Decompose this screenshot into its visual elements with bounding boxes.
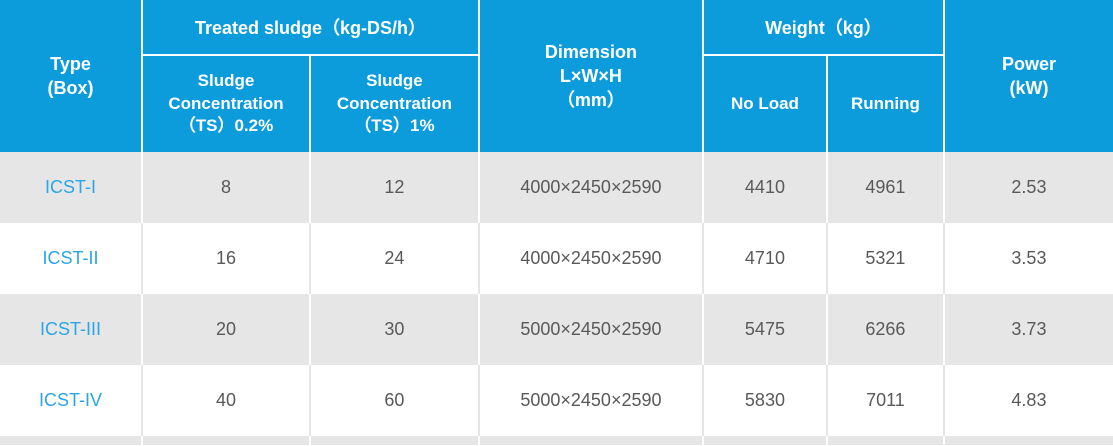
header-power-line2: (kW) <box>1009 78 1049 98</box>
cell-ts02: 20 <box>142 294 311 365</box>
header-sludge-concentration-02: Sludge Concentration （TS）0.2% <box>142 55 311 152</box>
cell-ts02: 8 <box>142 152 311 223</box>
header-sludge02-line1: Sludge <box>197 70 255 90</box>
cutoff-cell <box>478 436 704 445</box>
cell-dimension: 4000×2450×2590 <box>478 152 704 223</box>
header-no-load: No Load <box>702 55 828 152</box>
cutoff-cell <box>943 436 1113 445</box>
cell-power: 3.53 <box>943 223 1113 294</box>
header-dimension-line2: L×W×H <box>559 65 622 86</box>
header-sludge-concentration-1: Sludge Concentration （TS）1% <box>309 55 480 152</box>
header-dimension: Dimension L×W×H （mm） <box>478 0 704 152</box>
cell-dimension: 4000×2450×2590 <box>478 223 704 294</box>
table-row-icst-3: ICST-III 20 30 5000×2450×2590 5475 6266 … <box>0 294 1113 365</box>
header-weight-group: Weight（kg） <box>702 0 945 56</box>
cell-dimension: 5000×2450×2590 <box>478 365 704 436</box>
cell-ts1: 12 <box>309 152 480 223</box>
cell-type: ICST-IV <box>0 365 144 436</box>
cell-type: ICST-I <box>0 152 144 223</box>
header-sludge1-line3: （TS）1% <box>354 116 435 136</box>
cell-dimension: 5000×2450×2590 <box>478 294 704 365</box>
cell-power: 3.73 <box>943 294 1113 365</box>
cell-ts1: 60 <box>309 365 480 436</box>
cell-no-load: 5475 <box>702 294 828 365</box>
cutoff-cell <box>309 436 480 445</box>
cell-type: ICST-II <box>0 223 144 294</box>
header-type-box: Type (Box) <box>0 0 144 152</box>
header-sludge1-line2: Concentration <box>336 93 453 113</box>
header-power: Power (kW) <box>943 0 1113 152</box>
cell-ts1: 30 <box>309 294 480 365</box>
cell-power: 2.53 <box>943 152 1113 223</box>
header-type-line: Type <box>50 53 91 74</box>
cutoff-row <box>0 436 1113 445</box>
header-running: Running <box>826 55 945 152</box>
header-dimension-line1: Dimension <box>544 41 637 62</box>
cell-running: 4961 <box>826 152 945 223</box>
cell-no-load: 4710 <box>702 223 828 294</box>
cell-ts02: 40 <box>142 365 311 436</box>
cell-type: ICST-III <box>0 294 144 365</box>
table-row-icst-2: ICST-II 16 24 4000×2450×2590 4710 5321 3… <box>0 223 1113 294</box>
cell-ts02: 16 <box>142 223 311 294</box>
cell-ts1: 24 <box>309 223 480 294</box>
header-sludge02-line3: （TS）0.2% <box>178 116 274 136</box>
cell-running: 5321 <box>826 223 945 294</box>
cutoff-cell <box>142 436 311 445</box>
cutoff-cell <box>0 436 144 445</box>
header-sludge02-line2: Concentration <box>168 93 284 113</box>
header-dimension-line3: （mm） <box>556 90 625 111</box>
cutoff-cell <box>702 436 828 445</box>
cell-running: 7011 <box>826 365 945 436</box>
cell-no-load: 5830 <box>702 365 828 436</box>
cell-running: 6266 <box>826 294 945 365</box>
table-row-icst-1: ICST-I 8 12 4000×2450×2590 4410 4961 2.5… <box>0 152 1113 223</box>
cell-power: 4.83 <box>943 365 1113 436</box>
cell-no-load: 4410 <box>702 152 828 223</box>
table-row-icst-4: ICST-IV 40 60 5000×2450×2590 5830 7011 4… <box>0 365 1113 436</box>
header-box-line: (Box) <box>47 78 94 98</box>
header-power-line1: Power <box>1001 53 1056 74</box>
header-sludge1-line1: Sludge <box>366 70 423 90</box>
cutoff-cell <box>826 436 945 445</box>
header-treated-sludge-group: Treated sludge（kg-DS/h） <box>142 0 480 56</box>
